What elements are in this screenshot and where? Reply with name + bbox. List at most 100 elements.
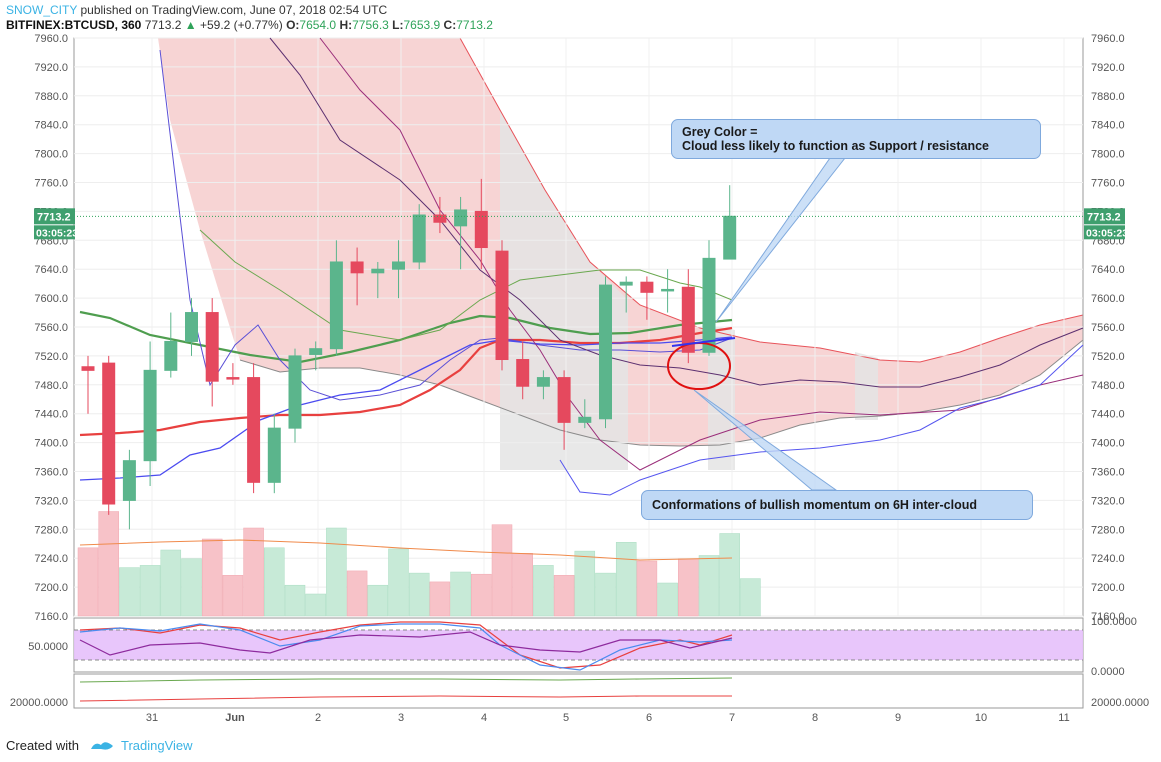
right-price-tick: 7760.0: [1091, 178, 1125, 190]
time-tick: 2: [315, 712, 321, 724]
candle-up: [288, 355, 302, 429]
grey-cloud-section: [500, 110, 628, 470]
candle-down: [557, 377, 571, 423]
rsi-purple-line: [79, 631, 733, 656]
right-price-tick: 7240.0: [1091, 553, 1125, 565]
left-price-tick: 7760.0: [34, 178, 68, 190]
volume-bar: [595, 572, 616, 617]
rsi-band: [74, 630, 1083, 660]
rsi-blue-line: [79, 623, 733, 671]
last-price-tag-text: 7713.2: [1087, 211, 1121, 223]
volume-bar: [429, 581, 451, 617]
conversion-line: [159, 49, 733, 401]
time-tick: 4: [481, 712, 487, 724]
close-value: 7713.2: [456, 18, 493, 32]
candle-down: [226, 377, 240, 380]
volume-ma-line: [79, 539, 733, 561]
candle-down: [102, 362, 116, 505]
left-price-tick: 7840.0: [34, 120, 68, 132]
volume-bar: [222, 575, 244, 617]
left-price-tick: 7920.0: [34, 62, 68, 74]
candle-up: [619, 281, 633, 286]
chart-header: SNOW_CITY published on TradingView.com, …: [6, 3, 493, 33]
ichimoku-cloud: [158, 38, 1083, 446]
grey-color-title: Grey Color =: [682, 125, 758, 139]
right-price-tick: 7280.0: [1091, 524, 1125, 536]
volume-bar: [284, 584, 306, 617]
volume-bar: [388, 548, 409, 617]
blue-line: [79, 336, 733, 481]
volume-bar: [305, 593, 326, 617]
candle-down: [205, 312, 219, 382]
volume-bar: [574, 550, 596, 617]
last-price-tag-left: [34, 208, 75, 225]
tradingview-link[interactable]: TradingView: [120, 737, 193, 753]
countdown-tag-text: 03:05:23: [1086, 227, 1128, 239]
countdown-tag-left: [34, 225, 75, 240]
grey-color-body: Cloud less likely to function as Support…: [682, 139, 990, 153]
up-arrow-icon: ▲: [184, 18, 197, 32]
left-price-tick: 7520.0: [34, 351, 68, 363]
last-price-tag-right: [1084, 208, 1125, 225]
volume-bar: [326, 527, 347, 617]
high-label: H:: [339, 18, 353, 32]
footer: Created with TradingView: [6, 737, 193, 753]
tradingview-logo-icon: [90, 742, 113, 750]
candle-up: [412, 214, 426, 263]
volume-bar: [533, 565, 554, 617]
right-price-tick: 7400.0: [1091, 438, 1125, 450]
lower-left-tick: 20000.0000: [10, 697, 68, 709]
volume-bar: [657, 582, 678, 617]
lower-blue-line: [559, 344, 1084, 496]
left-price-tick: 7800.0: [34, 149, 68, 161]
volume-bar: [264, 547, 285, 617]
volume-bar: [450, 571, 471, 617]
grey-cloud-section: [855, 352, 878, 420]
left-price-tick: 7280.0: [34, 524, 68, 536]
volume-bar: [201, 538, 223, 617]
time-tick: Jun: [225, 712, 245, 724]
right-price-tick: 7600.0: [1091, 293, 1125, 305]
symbol-label: BITFINEX:BTCUSD, 360: [6, 18, 142, 32]
author-name[interactable]: SNOW_CITY: [6, 3, 78, 17]
time-tick: 11: [1058, 712, 1069, 724]
right-price-tick: 7520.0: [1091, 351, 1125, 363]
volume-bar: [719, 533, 740, 617]
time-tick: 5: [563, 712, 569, 724]
right-price-tick: 7160.0: [1091, 611, 1125, 623]
volume-bar: [181, 558, 202, 617]
volume-bar: [160, 549, 182, 617]
candle-up: [143, 369, 157, 462]
candle-up: [454, 209, 468, 227]
left-price-tick: 7160.0: [34, 611, 68, 623]
candle-down: [681, 286, 695, 353]
candle-up: [578, 416, 592, 423]
candle-up: [599, 284, 612, 420]
candle-up: [164, 340, 178, 371]
rsi-right-tick: 0.0000: [1091, 666, 1125, 678]
countdown-tag-right: [1084, 225, 1125, 240]
time-tick: 8: [812, 712, 818, 724]
left-price-tick: 7200.0: [34, 582, 68, 594]
blue-marker-line: [671, 337, 736, 347]
right-price-tick: 7640.0: [1091, 264, 1125, 276]
volume-bar: [636, 560, 658, 617]
left-price-tick: 7400.0: [34, 438, 68, 450]
volume-bar: [408, 572, 430, 617]
published-text: published on TradingView.com, June 07, 2…: [80, 3, 388, 17]
purple-line: [319, 37, 1084, 471]
right-price-tick: 7920.0: [1091, 62, 1125, 74]
volume-bar: [698, 555, 720, 617]
created-with-text: Created with: [6, 737, 79, 753]
candle-up: [661, 288, 675, 292]
lower-right-tick: 20000.0000: [1091, 697, 1149, 709]
time-tick: 6: [646, 712, 652, 724]
right-price-tick: 7560.0: [1091, 322, 1125, 334]
candle-up: [536, 377, 550, 387]
volume-bar: [615, 542, 637, 617]
right-price-tick: 7440.0: [1091, 409, 1125, 421]
rsi-right-tick: 100.0000: [1091, 616, 1137, 628]
candle-up: [702, 257, 716, 353]
grey-cloud-section: [708, 325, 735, 470]
